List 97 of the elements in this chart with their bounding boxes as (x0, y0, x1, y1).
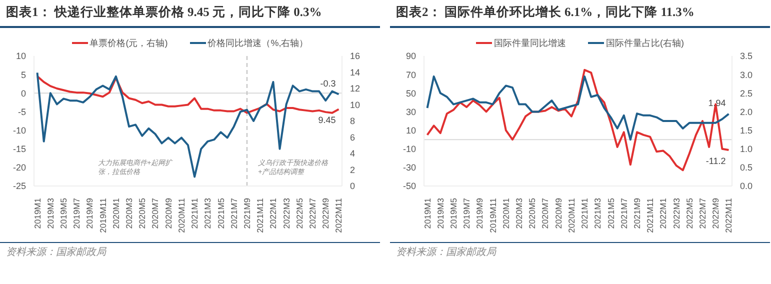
x-tick-label: 2020M9 (163, 198, 174, 229)
data-label: -11.2 (706, 156, 726, 166)
x-tick-label: 2022M7 (308, 198, 318, 229)
data-label: -0.3 (320, 78, 336, 88)
x-tick-label: 2021M9 (632, 198, 642, 229)
y-tick-label: -25 (12, 181, 26, 192)
y-tick-label: 10 (406, 125, 416, 136)
x-tick-label: 2021M1 (190, 198, 200, 229)
y2-tick-label: 3.0 (740, 70, 753, 80)
x-tick-label: 2021M3 (592, 198, 603, 229)
y2-tick-label: 2.5 (740, 88, 753, 98)
x-tick-label: 2021M5 (216, 198, 226, 229)
y-tick-label: 70 (406, 70, 416, 80)
y2-tick-label: 3.5 (740, 51, 753, 62)
y-tick-label: -10 (12, 125, 26, 136)
x-tick-label: 2022M11 (724, 198, 734, 233)
legend-label: 国际件量占比(右轴) (605, 36, 684, 50)
x-tick-label: 2019M9 (474, 198, 485, 229)
x-tick-label: 2021M5 (606, 198, 616, 229)
y2-tick-label: 2 (350, 164, 356, 175)
x-tick-label: 2019M7 (72, 198, 82, 229)
line-series (426, 75, 730, 141)
x-tick-label: 2022M3 (671, 198, 682, 229)
x-tick-label: 2020M1 (500, 198, 511, 229)
data-label: 9.45 (318, 115, 336, 126)
x-tick-label: 2022M5 (294, 198, 304, 229)
x-tick-label: 2019M5 (58, 198, 68, 229)
y-tick-label: -15 (12, 144, 26, 154)
x-tick-label: 2022M9 (320, 198, 331, 229)
y2-tick-label: 14 (350, 67, 360, 78)
x-tick-label: 2020M7 (540, 198, 550, 229)
x-tick-label: 2020M5 (527, 198, 538, 229)
x-tick-label: 2021M11 (255, 198, 266, 233)
x-tick-label: 2022M9 (710, 198, 721, 229)
data-label: 1.94 (708, 98, 726, 108)
y-tick-label: 0 (20, 88, 26, 98)
legend-label: 国际件量同比增速 (493, 36, 566, 50)
x-tick-label: 2019M7 (462, 198, 472, 229)
x-tick-label: 2022M5 (684, 198, 694, 229)
y-tick-label: -10 (402, 144, 416, 154)
y-tick-label: 10 (16, 51, 26, 62)
x-tick-label: 2020M11 (176, 198, 186, 233)
y2-tick-label: 8 (350, 116, 356, 126)
y2-tick-label: 2.0 (740, 106, 753, 117)
x-tick-label: 2020M7 (150, 198, 160, 229)
y-tick-label: -20 (12, 162, 26, 173)
y2-tick-label: 6 (350, 132, 356, 142)
x-tick-label: 2019M1 (32, 198, 42, 229)
y2-tick-label: 16 (350, 51, 360, 62)
line-series (36, 75, 340, 114)
y-tick-label: 30 (406, 106, 416, 117)
chart-title: 图表2： 国际件单价环比增长 6.1%，同比下降 11.3% (390, 0, 770, 28)
y-tick-label: 50 (406, 88, 416, 98)
y2-tick-label: 0.0 (740, 181, 753, 192)
x-tick-label: 2022M1 (658, 198, 668, 229)
x-tick-label: 2022M11 (334, 198, 344, 233)
x-tick-label: 2019M5 (448, 198, 458, 229)
y2-tick-label: 1.0 (740, 144, 753, 154)
x-tick-label: 2021M7 (618, 198, 629, 229)
x-tick-label: 2022M1 (268, 198, 278, 229)
x-tick-label: 2019M1 (422, 198, 432, 229)
y2-tick-label: 12 (350, 84, 360, 94)
chart-title: 图表1： 快递行业整体单票价格 9.45 元，同比下降 0.3% (0, 0, 380, 28)
text: 资料来源：国家邮政局 (390, 242, 770, 259)
y-tick-label: -5 (18, 106, 26, 117)
x-tick-label: 2021M3 (202, 198, 213, 229)
x-tick-label: 2020M3 (124, 198, 134, 229)
x-tick-label: 2020M1 (110, 198, 121, 229)
y2-tick-label: 0 (350, 181, 356, 192)
x-tick-label: 2020M11 (566, 198, 576, 233)
y-tick-label: 5 (20, 70, 26, 80)
line-series (36, 72, 340, 178)
x-tick-label: 2021M7 (228, 198, 239, 229)
y2-tick-label: 4 (350, 148, 356, 159)
x-tick-label: 2022M3 (281, 198, 292, 229)
y-tick-label: -50 (402, 181, 416, 192)
legend-label: 单票价格(元，右轴) (88, 36, 168, 50)
x-tick-label: 2021M1 (580, 198, 590, 229)
y-tick-label: -30 (402, 162, 416, 173)
x-tick-label: 2019M11 (488, 198, 498, 233)
text: 资料来源：国家邮政局 (0, 242, 380, 259)
y2-tick-label: 0.5 (740, 162, 753, 173)
line-series (426, 68, 730, 172)
y2-tick-label: 10 (350, 100, 360, 110)
y-tick-label: 90 (406, 51, 416, 62)
x-tick-label: 2019M9 (84, 198, 95, 229)
x-tick-label: 2021M9 (242, 198, 252, 229)
legend-label: 价格同比增速（%,右轴） (206, 36, 308, 50)
x-tick-label: 2020M9 (553, 198, 564, 229)
x-tick-label: 2020M5 (137, 198, 148, 229)
x-tick-label: 2021M11 (645, 198, 656, 233)
x-tick-label: 2022M7 (698, 198, 708, 229)
x-tick-label: 2020M3 (514, 198, 524, 229)
x-tick-label: 2019M3 (45, 198, 56, 229)
x-tick-label: 2019M3 (435, 198, 446, 229)
x-tick-label: 2019M11 (98, 198, 108, 233)
y2-tick-label: 1.5 (740, 125, 753, 136)
